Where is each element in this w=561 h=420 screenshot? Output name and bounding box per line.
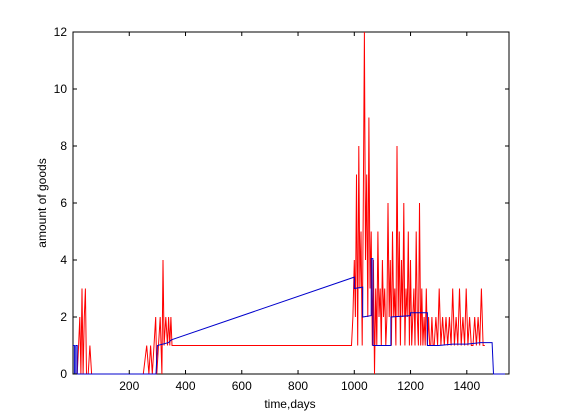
y-tick-label: 4 xyxy=(60,253,67,267)
x-tick-label: 400 xyxy=(176,379,196,393)
y-tick-label: 2 xyxy=(60,310,67,324)
y-tick-label: 8 xyxy=(60,139,67,153)
y-tick-label: 12 xyxy=(54,25,68,39)
x-tick-label: 200 xyxy=(119,379,139,393)
series-layer xyxy=(73,31,509,375)
series-line-red xyxy=(73,31,485,375)
x-axis-label: time,days xyxy=(264,397,315,411)
y-axis-label: amount of goods xyxy=(35,158,49,247)
x-tick-label: 1400 xyxy=(453,379,480,393)
y-tick-label: 10 xyxy=(54,82,68,96)
x-tick-label: 1000 xyxy=(341,379,368,393)
x-tick-label: 600 xyxy=(232,379,252,393)
y-tick-label: 0 xyxy=(60,367,67,381)
tick-layer: 200 400 600 800 1000 1200 1400 0 2 4 6 8 10 12 xyxy=(54,25,509,393)
plot-area xyxy=(72,31,510,375)
y-tick-label: 6 xyxy=(60,196,67,210)
x-tick-label: 1200 xyxy=(397,379,424,393)
series-line-blue xyxy=(73,258,509,375)
x-tick-label: 800 xyxy=(288,379,308,393)
